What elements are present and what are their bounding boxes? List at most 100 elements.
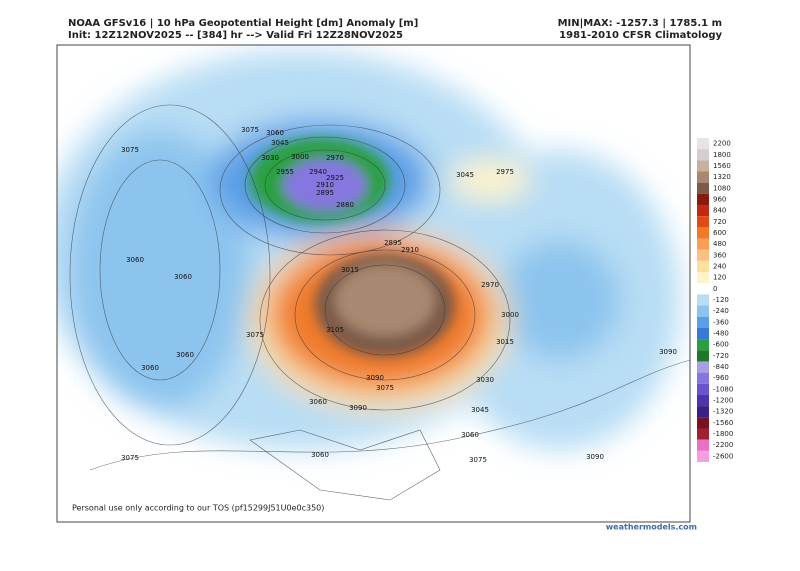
colorbar-swatch [697, 193, 709, 206]
contour-label: 2955 [276, 168, 294, 176]
colorbar-label: -600 [713, 341, 729, 349]
colorbar-label: -480 [713, 330, 729, 338]
colorbar-label: -2600 [713, 452, 733, 460]
colorbar-swatch [697, 383, 709, 395]
colorbar-label: 1560 [713, 162, 731, 170]
colorbar-label: -360 [713, 318, 729, 326]
colorbar-swatch [697, 339, 709, 351]
colorbar-label: 1080 [713, 184, 731, 192]
contour-label: 3075 [241, 126, 259, 134]
contour-label: 3075 [469, 456, 487, 464]
climatology: 1981-2010 CFSR Climatology [559, 30, 722, 41]
colorbar-label: -840 [713, 363, 729, 371]
contour-label: 3060 [266, 129, 284, 137]
contour-label: 3075 [376, 384, 394, 392]
colorbar-label: 840 [713, 207, 726, 215]
colorbar-swatch [697, 283, 709, 295]
colorbar-swatch [697, 138, 709, 150]
colorbar-swatch [697, 171, 709, 183]
colorbar-swatch [697, 294, 709, 306]
colorbar-swatch [697, 372, 709, 384]
tos-notice: Personal use only according to our TOS (… [72, 504, 324, 513]
contour-label: 2895 [384, 239, 402, 247]
contour-label: 3060 [309, 398, 327, 406]
colorbar-swatch [697, 439, 709, 451]
minmax: MIN|MAX: -1257.3 | 1785.1 m [558, 18, 722, 29]
contour-label: 3030 [476, 376, 494, 384]
site-credit: weathermodels.com [606, 523, 697, 532]
contour-label: 3060 [461, 431, 479, 439]
colorbar-label: -1320 [713, 408, 733, 416]
colorbar-label: 720 [713, 218, 726, 226]
colorbar-swatch [697, 394, 709, 407]
colorbar-swatch [697, 450, 709, 462]
colorbar-label: 600 [713, 229, 726, 237]
contour-label: 3105 [326, 326, 344, 334]
contour-label: 3060 [311, 451, 329, 459]
colorbar: 2200 1800 1560 1320 1080 960 840 720 600 480 360 24… [697, 138, 733, 462]
contour-label: 2970 [326, 154, 344, 162]
colorbar-swatch [697, 361, 709, 373]
contour-label: 3090 [349, 404, 367, 412]
contour-label: 3090 [586, 453, 604, 461]
contour-label: 3060 [174, 273, 192, 281]
contour-label: 3045 [456, 171, 474, 179]
colorbar-label: 240 [713, 262, 726, 270]
colorbar-label: -2200 [713, 441, 733, 449]
contour-label: 3000 [291, 153, 309, 161]
contour-label: 3060 [141, 364, 159, 372]
colorbar-swatch [697, 305, 709, 317]
contour-label: 3075 [121, 146, 139, 154]
colorbar-swatch [697, 428, 709, 440]
colorbar-label: 360 [713, 251, 726, 259]
colorbar-label: -1080 [713, 385, 733, 393]
colorbar-label: -720 [713, 352, 729, 360]
contour-label: 3015 [341, 266, 359, 274]
colorbar-swatch [697, 149, 709, 161]
map-frame [56, 44, 691, 523]
contour-label: 3015 [496, 338, 514, 346]
colorbar-label: -120 [713, 296, 729, 304]
contour-label: 3060 [126, 256, 144, 264]
title: NOAA GFSv16 | 10 hPa Geopotential Height… [68, 18, 418, 29]
contour-label: 2895 [316, 189, 334, 197]
colorbar-label: 480 [713, 240, 726, 248]
colorbar-label: -1560 [713, 419, 733, 427]
colorbar-swatch [697, 227, 709, 239]
colorbar-label: -1800 [713, 430, 733, 438]
contour-label: 3045 [271, 139, 289, 147]
colorbar-swatch [697, 327, 709, 340]
contour-label: 2925 [326, 174, 344, 182]
contour-label: 3090 [659, 348, 677, 356]
colorbar-label: -240 [713, 307, 729, 315]
contour-label: 3075 [246, 331, 264, 339]
contour-label: 3030 [261, 154, 279, 162]
colorbar-swatch [697, 249, 709, 261]
colorbar-swatch [697, 182, 709, 194]
contour-label: 3075 [121, 454, 139, 462]
colorbar-swatch [697, 316, 709, 328]
colorbar-label: 1800 [713, 151, 731, 159]
contour-label: 3045 [471, 406, 489, 414]
colorbar-swatch [697, 417, 709, 429]
contour-label: 3060 [176, 351, 194, 359]
colorbar-label: 960 [713, 195, 726, 203]
contour-label: 3090 [366, 374, 384, 382]
colorbar-swatch [697, 350, 709, 362]
contour-label: 2910 [401, 246, 419, 254]
colorbar-label: -1200 [713, 397, 733, 405]
colorbar-swatch [697, 272, 709, 284]
subtitle: Init: 12Z12NOV2025 -- [384] hr --> Valid… [68, 30, 403, 41]
colorbar-swatch [697, 260, 709, 273]
colorbar-label: 2200 [713, 140, 731, 148]
colorbar-swatch [697, 238, 709, 250]
contour-label: 2880 [336, 201, 354, 209]
colorbar-swatch [697, 216, 709, 228]
contour-label: 2910 [316, 181, 334, 189]
colorbar-swatch [697, 406, 709, 418]
colorbar-label: 1320 [713, 173, 731, 181]
colorbar-swatch [697, 160, 709, 172]
contour-label: 3000 [501, 311, 519, 319]
